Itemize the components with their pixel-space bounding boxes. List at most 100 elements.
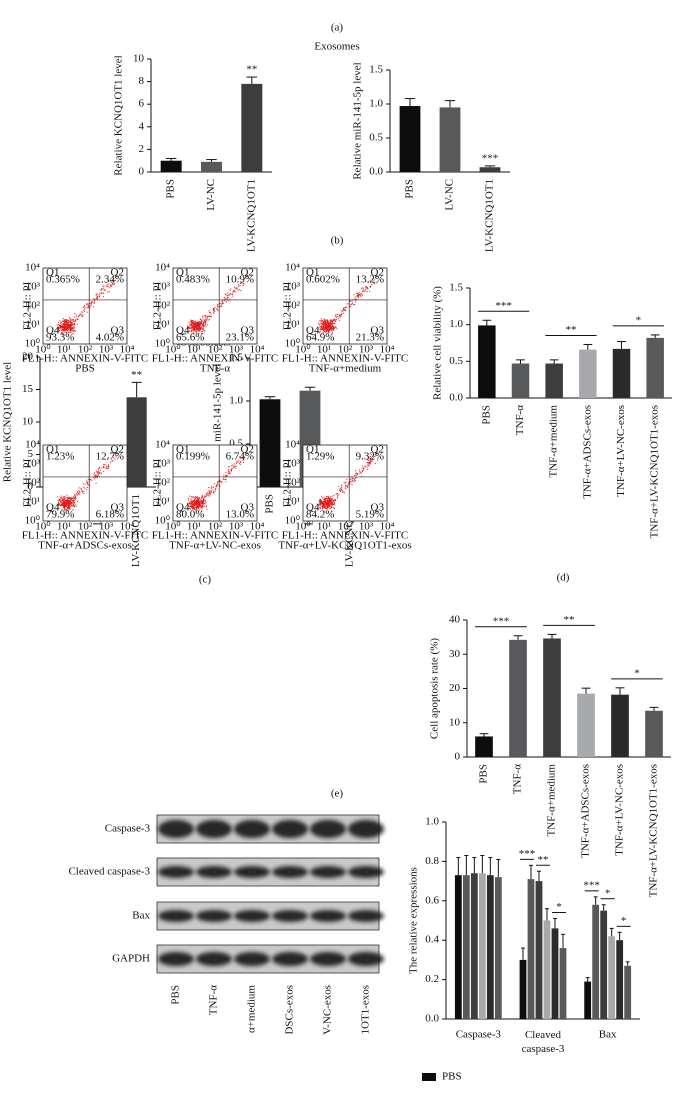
y-tick-label: 10² bbox=[26, 477, 41, 489]
y-tick-label: 10¹ bbox=[156, 496, 170, 508]
bar bbox=[160, 160, 182, 172]
blot-band bbox=[310, 910, 346, 922]
y-tick-label: 15 bbox=[22, 383, 34, 395]
quadrant-percent: 13.0% bbox=[226, 509, 254, 521]
bar bbox=[509, 639, 527, 757]
plot-name: TNF-α bbox=[200, 363, 230, 375]
significance: ** bbox=[538, 854, 549, 866]
blot-band bbox=[348, 866, 384, 878]
y-tick-label: 10³ bbox=[286, 458, 301, 470]
y-tick-label: 0.4 bbox=[425, 934, 439, 946]
x-tick-label: TNF-α+ADSCs-exos bbox=[580, 764, 592, 858]
quadrant-percent: 2.34% bbox=[96, 274, 124, 286]
y-tick-label: 10 bbox=[133, 53, 145, 65]
y-tick-label: 10² bbox=[156, 477, 171, 489]
x-tick-label: 10⁴ bbox=[120, 344, 135, 356]
bar bbox=[545, 363, 563, 398]
y-axis-label: FL2-H:: PI bbox=[152, 458, 164, 507]
quadrant-percent: 0.199% bbox=[176, 451, 210, 463]
quadrant-percent: 1.23% bbox=[46, 451, 74, 463]
plot-name: TNF-α+medium bbox=[309, 363, 382, 375]
y-tick-label: 10⁰ bbox=[285, 338, 301, 350]
quadrant-name: Q1 bbox=[306, 267, 319, 279]
lane-label: 1OT1-exos bbox=[360, 985, 372, 1035]
y-tick-label: 10⁴ bbox=[155, 262, 170, 274]
bar bbox=[646, 337, 664, 398]
legend-label: PBS bbox=[442, 1071, 462, 1083]
blot-band bbox=[348, 952, 384, 966]
blot-band bbox=[348, 820, 384, 838]
quadrant-name: Q1 bbox=[176, 267, 189, 279]
quadrant-percent: 0.602% bbox=[306, 274, 340, 286]
quadrant-percent: 6.74% bbox=[226, 451, 254, 463]
x-tick-label: TNF-α+LV-NC-exos bbox=[615, 405, 627, 497]
protein-label: Cleaved caspase-3 bbox=[68, 866, 150, 878]
significance: *** bbox=[482, 152, 499, 164]
quadrant-name: Q1 bbox=[176, 444, 189, 456]
bar bbox=[611, 694, 629, 757]
significance: * bbox=[636, 314, 642, 326]
x-tick-label: PBS bbox=[404, 179, 416, 199]
y-tick-label: 10⁰ bbox=[285, 515, 301, 527]
x-tick-label: 10⁴ bbox=[380, 344, 395, 356]
y-axis-label: FL2-H:: PI bbox=[22, 281, 34, 330]
cytometry-dots bbox=[317, 278, 378, 335]
y-tick-label: 0 bbox=[139, 166, 145, 178]
y-tick-label: 10⁴ bbox=[155, 439, 170, 451]
significance: * bbox=[556, 901, 562, 913]
y-tick-label: 10² bbox=[286, 300, 301, 312]
quadrant-name: Q2 bbox=[371, 267, 384, 279]
legend-swatch bbox=[422, 1073, 436, 1081]
y-axis-label: Cell apoptosis rate (%) bbox=[429, 638, 441, 739]
y-tick-label: 5 bbox=[28, 448, 34, 460]
bar bbox=[624, 965, 632, 1019]
blot-band bbox=[310, 952, 346, 966]
x-tick-label: 10⁴ bbox=[120, 521, 135, 533]
quadrant-percent: 5.19% bbox=[356, 509, 384, 521]
y-tick-label: 1.0 bbox=[425, 816, 439, 828]
y-tick-label: 0.5 bbox=[369, 132, 383, 144]
group-title: Exosomes bbox=[314, 41, 359, 53]
quadrant-name: Q1 bbox=[306, 444, 319, 456]
x-tick-label: 10³ bbox=[99, 521, 114, 533]
significance: *** bbox=[495, 300, 512, 312]
y-tick-label: 10⁰ bbox=[25, 515, 41, 527]
significance: ** bbox=[246, 64, 257, 76]
quadrant-name: Q2 bbox=[371, 444, 384, 456]
blot-band bbox=[310, 866, 346, 878]
x-tick-label: 10⁴ bbox=[250, 344, 265, 356]
x-tick-label: TNF-α bbox=[514, 405, 526, 435]
bar bbox=[612, 348, 631, 398]
y-tick-label: 10¹ bbox=[286, 319, 300, 331]
x-tick-label: 10² bbox=[208, 521, 223, 533]
blot-band bbox=[158, 952, 194, 966]
bar bbox=[559, 948, 567, 1019]
blot-band bbox=[158, 820, 194, 838]
panel-label: (b) bbox=[331, 235, 344, 247]
blot-band bbox=[310, 820, 346, 838]
y-tick-label: 0.0 bbox=[425, 1013, 439, 1025]
y-tick-label: 10² bbox=[26, 300, 41, 312]
bar bbox=[478, 873, 486, 1019]
quadrant-name: Q1 bbox=[46, 444, 59, 456]
bar bbox=[399, 106, 421, 172]
y-tick-label: 40 bbox=[449, 614, 461, 626]
bar bbox=[535, 881, 543, 1019]
bar bbox=[454, 875, 462, 1019]
y-tick-label: 10⁴ bbox=[25, 439, 40, 451]
bar bbox=[527, 879, 535, 1019]
y-tick-label: 10² bbox=[286, 477, 301, 489]
y-tick-label: 10⁴ bbox=[285, 262, 300, 274]
y-tick-label: 1.0 bbox=[369, 98, 383, 110]
blot-band bbox=[234, 910, 270, 922]
x-tick-label: 10³ bbox=[229, 344, 244, 356]
x-tick-label: TNF-α+medium bbox=[546, 764, 558, 837]
quadrant-name: Q4 bbox=[306, 502, 320, 514]
cytometry-dots bbox=[186, 274, 249, 335]
lane-label: V-NC-exos bbox=[322, 985, 334, 1035]
y-tick-label: 10³ bbox=[286, 281, 301, 293]
panel-label: (a) bbox=[331, 22, 344, 34]
x-tick-label: 10² bbox=[78, 521, 93, 533]
x-tick-label: LV-NC bbox=[205, 179, 217, 211]
lane-label: PBS bbox=[170, 985, 182, 1005]
